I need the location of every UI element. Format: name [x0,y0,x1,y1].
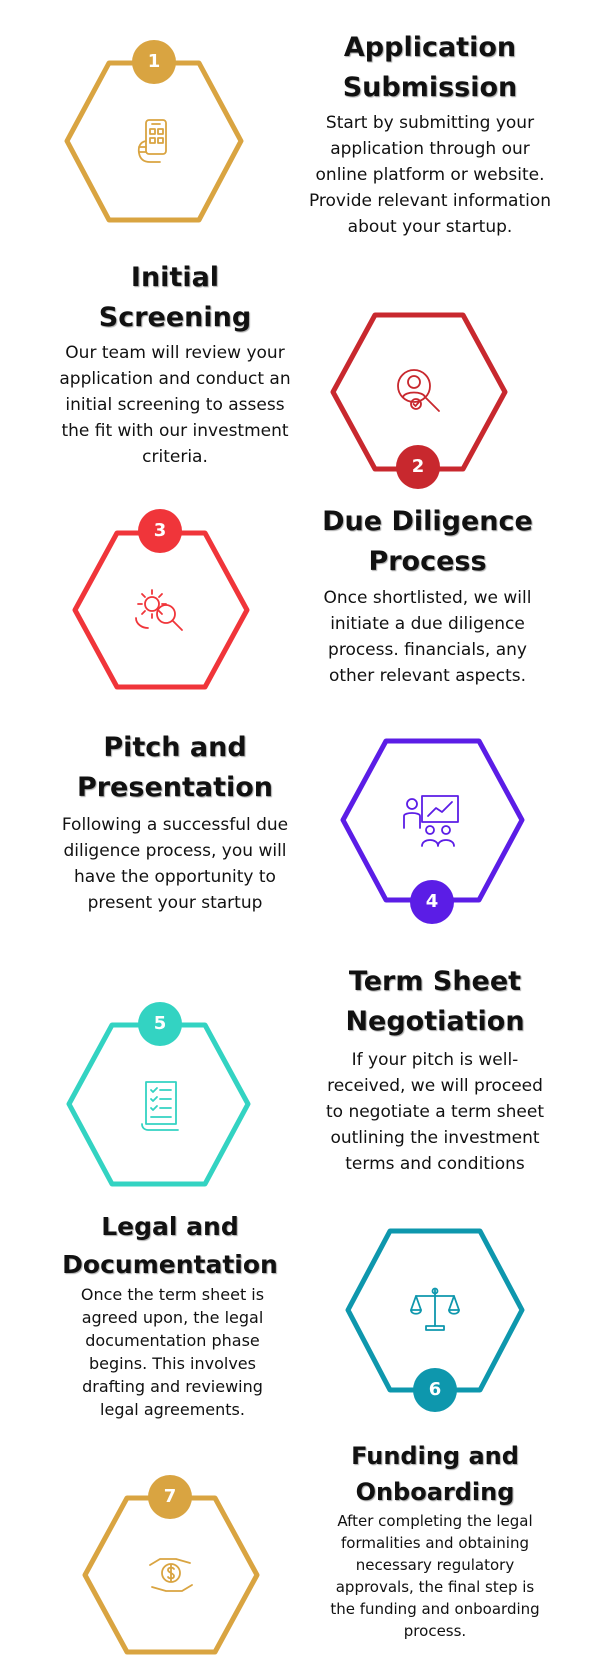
step-4-number-badge: 4 [410,880,454,924]
step-1-description: Start by submitting your application thr… [308,113,552,237]
step-3-description: Once shortlisted, we will initiate a due… [323,588,532,686]
step-6-description: Once the term sheet is agreed upon, the … [80,1285,265,1419]
smartphone-hand-icon [134,117,174,169]
step-4-hexagon [340,738,525,903]
step-6-number-badge: 6 [413,1368,457,1412]
document-checklist-icon [138,1078,182,1136]
gear-search-icon [134,584,188,638]
step-5-hexagon [66,1022,251,1187]
step-3-title: Due Diligence Process [322,506,533,577]
step-4-description: Following a successful due diligence pro… [61,815,289,913]
step-3-number-badge: 3 [138,509,182,553]
step-1-hexagon [64,60,244,223]
step-6-title: Legal and Documentation [62,1212,278,1279]
step-2-hexagon [330,312,508,472]
step-2-description: Our team will review your application an… [59,343,291,467]
scales-icon [410,1286,460,1336]
step-5-description: If your pitch is well-received, we will … [325,1050,545,1174]
presentation-icon [402,792,462,852]
step-6-hexagon [345,1228,525,1393]
money-hand-icon [146,1551,196,1605]
step-7-number-badge: 7 [148,1475,192,1519]
step-4-title: Pitch and Presentation [76,732,274,803]
step-3-hexagon [72,530,250,690]
step-7-title: Funding and Onboarding [351,1442,519,1506]
step-2-number-badge: 2 [396,445,440,489]
step-1-title: Application Submission [342,32,518,103]
person-search-icon [394,366,444,420]
step-5-title: Term Sheet Negotiation [345,966,525,1037]
step-1-number-badge: 1 [132,40,176,84]
step-7-description: After completing the legal formalities a… [330,1512,540,1640]
step-7-hexagon [82,1495,260,1655]
step-2-title: Initial Screening [98,262,252,333]
step-5-number-badge: 5 [138,1002,182,1046]
